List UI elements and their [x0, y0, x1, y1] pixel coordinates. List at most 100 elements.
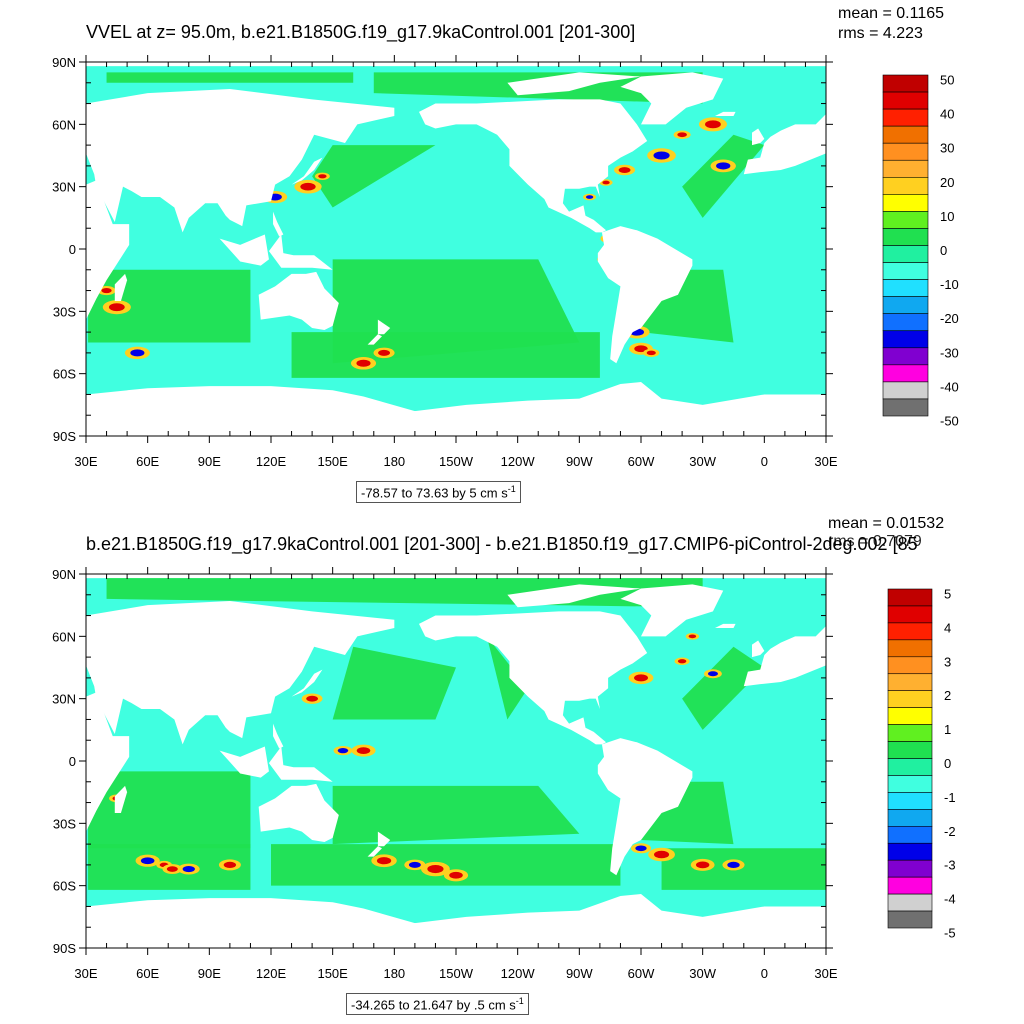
y-tick-label: 90N: [52, 55, 76, 70]
colorbar-swatch: [882, 313, 929, 332]
x-tick-label: 180: [383, 966, 405, 981]
colorbar-label: 5: [944, 586, 951, 601]
land-mask: [597, 226, 693, 364]
bottom-mean-label: mean = 0.01532: [828, 515, 945, 532]
colorbar-label: -10: [940, 277, 959, 292]
x-tick-label: 30E: [74, 966, 97, 981]
x-tick-label: 120W: [501, 966, 536, 981]
y-tick-label: 30S: [53, 304, 76, 319]
land-mask: [597, 738, 693, 876]
land-mask: [291, 669, 323, 697]
field-anomaly-core: [635, 845, 647, 852]
bottom-map-field: [86, 578, 826, 948]
colorbar-label: -20: [940, 311, 959, 326]
field-anomaly-core: [300, 182, 316, 191]
field-anomaly-core: [140, 857, 155, 865]
colorbar-swatch: [882, 245, 929, 263]
land-mask: [114, 273, 128, 301]
land-mask: [268, 234, 333, 270]
field-anomaly-core: [318, 174, 327, 179]
field-anomaly-core: [356, 747, 371, 754]
land-mask: [715, 111, 736, 117]
field-region: [88, 771, 251, 849]
land-mask: [367, 846, 382, 857]
x-tick-label: 150E: [317, 454, 348, 469]
colorbar-swatch: [887, 741, 933, 759]
land-mask: [752, 640, 765, 658]
x-tick-label: 60W: [628, 454, 655, 469]
land-mask: [273, 723, 284, 749]
colorbar-swatch: [882, 347, 929, 366]
colorbar-swatch: [887, 758, 933, 776]
y-tick-label: 30N: [52, 180, 76, 195]
field-region: [332, 646, 456, 720]
x-tick-label: 30E: [74, 454, 97, 469]
colorbar-swatch: [887, 707, 933, 725]
field-region: [312, 145, 436, 208]
colorbar-swatch: [882, 296, 929, 314]
field-region: [682, 646, 765, 730]
colorbar-label: 20: [940, 175, 954, 190]
colorbar-label: 50: [940, 73, 954, 88]
field-anomaly-core: [585, 195, 594, 199]
top-range-box: -78.57 to 73.63 by 5 cm s-1: [356, 481, 521, 504]
land-mask: [273, 211, 284, 237]
land-mask: [419, 611, 648, 745]
colorbar-label: -2: [944, 824, 956, 839]
colorbar-label: -4: [944, 892, 956, 907]
bottom-panel: b.e21.B1850G.f19_g17.9kaControl.001 [201…: [0, 512, 1024, 1024]
colorbar-swatch: [887, 825, 933, 844]
land-mask: [752, 128, 765, 146]
field-anomaly-core: [705, 120, 721, 129]
land-mask: [715, 623, 736, 629]
x-tick-label: 120W: [501, 454, 536, 469]
x-tick-label: 120E: [256, 454, 287, 469]
x-tick-label: 30W: [689, 966, 716, 981]
land-mask: [86, 89, 395, 233]
x-tick-label: 60E: [136, 454, 159, 469]
x-tick-label: 180: [383, 454, 405, 469]
top-map-axes: 90N 60N 30N 0 30S 60S 90S 30E 60E 90E 120E 150E 180 1…: [52, 55, 838, 469]
colorbar-swatch: [887, 673, 933, 692]
land-mask: [86, 381, 826, 436]
colorbar-label: 30: [940, 141, 954, 156]
colorbar-swatch: [887, 656, 933, 675]
field-anomaly-core: [618, 167, 631, 174]
colorbar-swatch: [887, 792, 933, 810]
land-mask: [419, 99, 648, 233]
y-tick-label: 60N: [52, 117, 76, 132]
x-tick-label: 90W: [566, 454, 593, 469]
colorbar-label: -50: [940, 414, 959, 429]
land-mask: [507, 72, 641, 96]
colorbar-label: -1: [944, 790, 956, 805]
top-rms-label: rms = 4.223: [838, 25, 923, 42]
land-mask: [377, 319, 391, 335]
bottom-range-box: -34.265 to 21.647 by .5 cm s-1: [346, 993, 529, 1016]
colorbar-swatch: [882, 159, 929, 178]
land-mask: [268, 746, 333, 782]
land-mask: [620, 72, 724, 125]
colorbar-swatch: [882, 142, 929, 161]
colorbar-swatch: [882, 108, 929, 127]
map-clip-group: [86, 578, 826, 948]
y-tick-label: 60S: [53, 367, 76, 382]
x-tick-label: 150E: [317, 966, 348, 981]
colorbar-swatch: [882, 262, 929, 280]
colorbar-label: 4: [944, 620, 951, 635]
y-tick-label: 90S: [53, 429, 76, 444]
field-anomaly-core: [449, 871, 463, 879]
colorbar-label: -40: [940, 379, 959, 394]
colorbar-swatch: [887, 588, 933, 607]
land-mask: [743, 113, 826, 175]
colorbar-swatch: [882, 91, 929, 110]
top-map-svg: 90N 60N 30N 0 30S 60S 90S 30E 60E 90E 120E 150E 180 1…: [52, 55, 959, 469]
colorbar-label: 3: [944, 654, 951, 669]
x-tick-label: 150W: [439, 454, 474, 469]
field-anomaly-core: [427, 864, 444, 874]
field-anomaly-core: [646, 350, 656, 356]
colorbar-label: 2: [944, 688, 951, 703]
x-tick-label: 30E: [814, 966, 837, 981]
colorbar-swatch: [882, 194, 929, 212]
x-tick-label: 60W: [628, 966, 655, 981]
x-tick-label: 60E: [136, 966, 159, 981]
